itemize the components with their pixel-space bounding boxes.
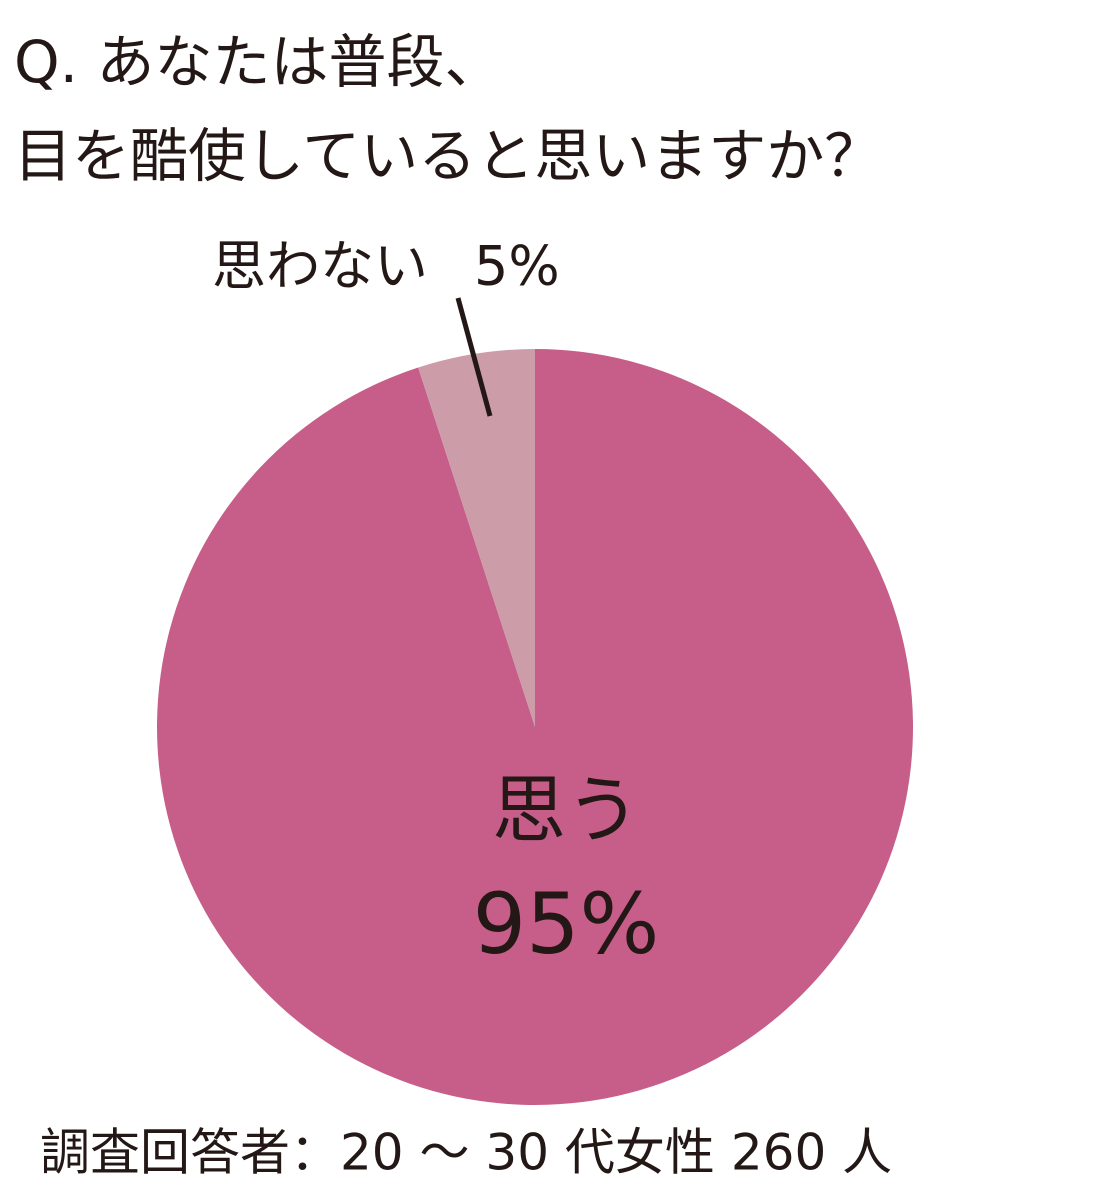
chart-title: 目を酷使していると思いますか？ [14, 122, 882, 190]
value-label: 95% [473, 875, 660, 973]
leader-line [455, 297, 493, 417]
pie-slice [418, 349, 535, 727]
pie [156, 349, 913, 1106]
pie-slice [156, 349, 913, 1106]
slice-label: 思わない [212, 235, 428, 298]
value-label: 5% [474, 235, 560, 298]
slice-label: 思う [492, 768, 640, 854]
note: 調査回答者：20 ～ 30 代女性 260 人 [40, 1124, 892, 1182]
chart-title: Q. あなたは普段、 [14, 28, 503, 96]
